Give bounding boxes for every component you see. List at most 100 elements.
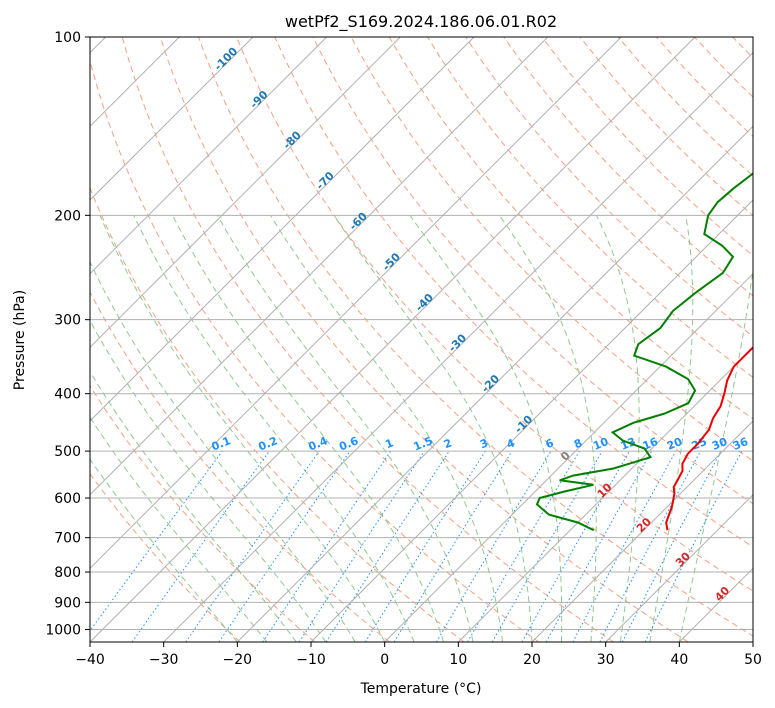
moist-adiabat xyxy=(678,265,753,642)
dry-adiabat xyxy=(90,59,540,642)
dewpoint-line xyxy=(535,172,753,532)
dry-adiabat xyxy=(236,37,753,592)
dry-adiabat xyxy=(90,472,241,642)
mixing-line xyxy=(521,450,630,642)
x-tick-label: −30 xyxy=(149,652,179,668)
isotherm-0 xyxy=(384,272,753,642)
isotherm--100 xyxy=(90,37,254,201)
y-tick-label: 700 xyxy=(54,531,81,547)
temperature-line xyxy=(665,346,753,531)
isotherm--10 xyxy=(310,199,753,642)
moist-adiabat xyxy=(333,215,533,642)
mixing-line xyxy=(131,450,270,642)
dry-adiabat xyxy=(90,291,390,642)
isobar-grid-lines xyxy=(90,37,753,630)
x-axis-title: Temperature (°C) xyxy=(360,681,482,697)
dry-adiabat xyxy=(350,37,753,462)
isotherm-lines xyxy=(90,37,753,642)
mixing-line xyxy=(644,450,743,642)
background-lines xyxy=(90,37,753,642)
mixing-line xyxy=(545,450,653,642)
moist-adiabat xyxy=(217,215,474,642)
y-tick-label: 1000 xyxy=(45,622,81,638)
mixing-ratio-label: 13 xyxy=(619,435,638,453)
mixing-ratio-label: 1 xyxy=(383,436,395,451)
mixing-line xyxy=(325,450,450,642)
mixing-ratio-label: 20 xyxy=(665,435,684,453)
x-tick-label: 10 xyxy=(449,652,467,668)
x-tick-label: 30 xyxy=(597,652,615,668)
mixing-line xyxy=(298,450,425,642)
moist-adiabat xyxy=(133,215,415,642)
x-axis-ticks: −40 −30 −20 −10 0 10 20 30 40 50 xyxy=(75,642,762,668)
mixing-line xyxy=(262,450,392,642)
x-tick-label: 20 xyxy=(523,652,541,668)
dry-adiabat xyxy=(503,37,753,297)
y-tick-label: 800 xyxy=(54,565,81,581)
x-tick-label: 50 xyxy=(744,652,762,668)
sounding-profiles xyxy=(535,172,753,532)
moist-adiabat xyxy=(90,458,238,642)
dry-adiabat xyxy=(426,37,753,378)
y-tick-label: 600 xyxy=(54,491,81,507)
isotherm--80 xyxy=(90,37,401,349)
dry-adiabat xyxy=(90,384,316,642)
mixing-ratio-lines xyxy=(90,450,743,642)
moist-adiabats xyxy=(90,215,753,642)
mixing-ratio-labels: 0.1 0.2 0.4 0.6 1 1.5 2 3 4 6 8 10 13 16 20 25 30 36 xyxy=(210,434,751,453)
y-tick-label: 400 xyxy=(54,387,81,403)
y-tick-label: 500 xyxy=(54,444,81,460)
moist-adiabat xyxy=(172,215,445,642)
isotherm--50 xyxy=(90,37,622,570)
mixing-line xyxy=(218,450,351,642)
y-tick-label: 900 xyxy=(54,595,81,611)
mixing-ratio-label: 30 xyxy=(710,435,729,453)
mixing-ratio-label: 3 xyxy=(478,436,490,451)
dry-adiabat xyxy=(465,37,753,338)
y-tick-label: 100 xyxy=(54,30,81,46)
mixing-ratio-label: 8 xyxy=(572,436,584,451)
dry-adiabat xyxy=(90,186,465,642)
dry-adiabat xyxy=(159,37,689,642)
x-tick-label: −20 xyxy=(223,652,253,668)
isotherm--30 xyxy=(163,51,753,642)
moist-adiabat xyxy=(99,215,386,642)
mixing-ratio-label: 10 xyxy=(591,435,610,453)
x-tick-label: 0 xyxy=(380,652,389,668)
dry-adiabat xyxy=(121,37,614,642)
dry-adiabat xyxy=(274,37,753,548)
dry-adiabat xyxy=(388,37,753,420)
isotherm-10 xyxy=(457,346,753,642)
y-axis-ticks: 100 200 300 400 500 600 700 800 900 1000 xyxy=(45,30,90,638)
isotherm--40 xyxy=(90,37,696,642)
moist-adiabat xyxy=(90,319,327,642)
moist-adiabat xyxy=(90,260,356,642)
moist-adiabat xyxy=(270,215,503,642)
mixing-ratio-label: 16 xyxy=(641,435,660,453)
moist-adiabat xyxy=(649,215,694,642)
y-tick-label: 300 xyxy=(54,313,81,329)
isotherm--20 xyxy=(236,125,753,642)
chart-title: wetPf2_S169.2024.186.06.01.R02 xyxy=(285,12,557,32)
x-tick-label: 40 xyxy=(670,652,688,668)
mixing-line xyxy=(90,450,223,632)
isotherm-30 xyxy=(605,493,753,642)
moist-adiabat xyxy=(90,370,297,642)
isotherm--60 xyxy=(90,37,549,496)
moist-adiabat xyxy=(409,215,563,642)
mixing-line xyxy=(393,450,513,642)
moist-adiabat xyxy=(90,416,268,642)
moist-adiabat xyxy=(596,215,640,642)
isotherm--70 xyxy=(90,37,475,422)
x-tick-label: −40 xyxy=(75,652,105,668)
isotherm--90 xyxy=(90,37,328,275)
mixing-line xyxy=(185,450,320,642)
y-axis-title: Pressure (hPa) xyxy=(12,290,28,390)
isotherm-20 xyxy=(531,420,753,642)
x-tick-label: −10 xyxy=(296,652,326,668)
y-tick-label: 200 xyxy=(54,208,81,224)
mixing-line xyxy=(572,450,677,642)
mixing-ratio-label: 36 xyxy=(731,435,750,453)
mixing-ratio-label: 2 xyxy=(442,436,454,451)
